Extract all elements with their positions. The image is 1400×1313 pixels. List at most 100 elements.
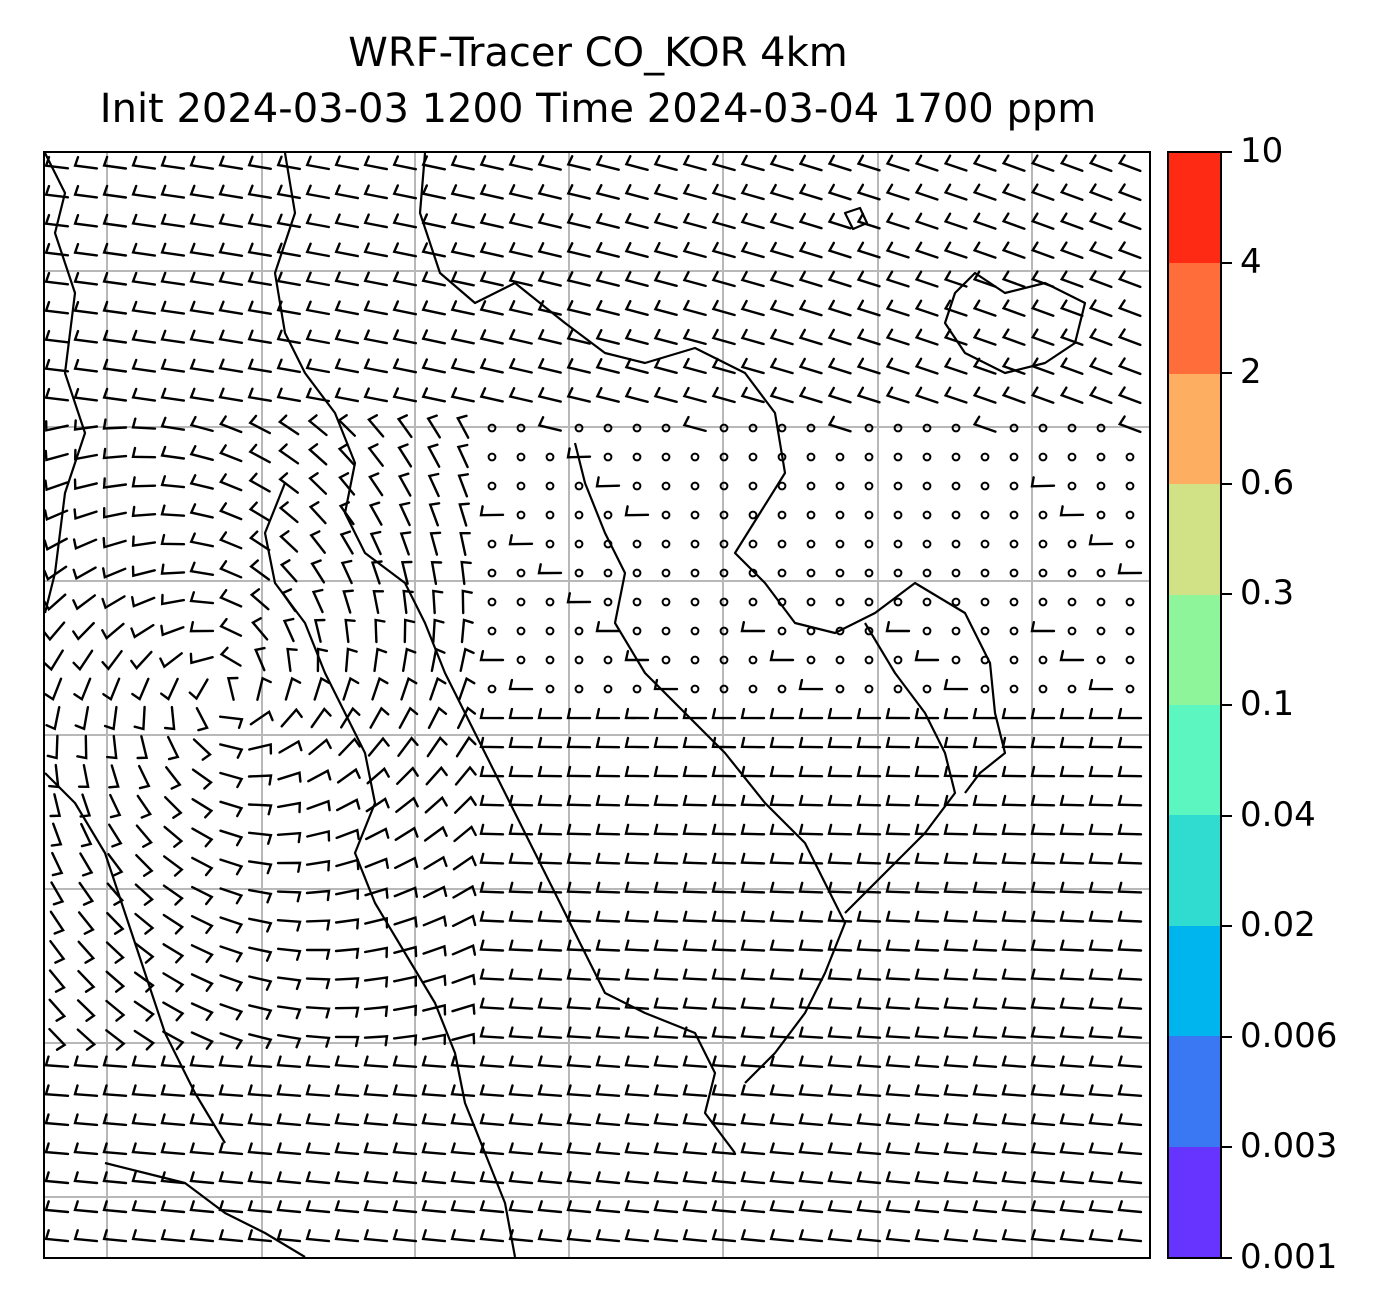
wind-barb [943, 386, 968, 404]
wind-barb [305, 889, 331, 902]
wind-barb [1088, 1113, 1114, 1127]
wind-barb [45, 300, 70, 315]
wind-barb [943, 736, 969, 749]
wind-barb [305, 300, 330, 316]
calm-wind-circle [632, 481, 642, 491]
wind-barb [798, 328, 823, 346]
wind-barb [595, 329, 620, 345]
wind-barb [943, 154, 968, 172]
wind-barb [248, 888, 273, 904]
wind-barb [711, 881, 737, 894]
wind-barb [48, 763, 60, 789]
wind-barb [219, 560, 243, 579]
wind-barb [479, 213, 504, 229]
wind-barb [740, 270, 765, 288]
wind-barb [682, 1229, 708, 1243]
calm-wind-circle [951, 481, 961, 491]
calm-wind-circle [980, 655, 990, 665]
wind-barb [682, 415, 707, 433]
wind-barb [1117, 299, 1142, 318]
wind-barb [189, 652, 214, 665]
wind-barb [972, 212, 997, 230]
wind-barb [336, 798, 361, 812]
wind-barb [1059, 241, 1084, 259]
wind-barb [595, 271, 620, 287]
wind-barb [189, 1142, 215, 1156]
wind-barb [827, 736, 853, 749]
calm-wind-circle [777, 568, 787, 578]
wind-barb [682, 881, 708, 894]
wind-barb [624, 155, 649, 171]
wind-barb [334, 358, 359, 374]
wind-barb [769, 1171, 795, 1185]
wind-barb [396, 414, 413, 439]
wind-barb [740, 154, 765, 172]
wind-barb [279, 530, 299, 553]
wind-barb [711, 823, 737, 836]
wind-barb [73, 358, 99, 373]
wind-barb [972, 1229, 998, 1243]
wind-barb [367, 443, 384, 467]
wind-barb [48, 998, 67, 1022]
wind-barb [131, 446, 157, 459]
wind-barb [247, 300, 272, 315]
wind-barb [160, 1055, 186, 1068]
calm-wind-circle [690, 539, 700, 549]
calm-wind-circle [864, 539, 874, 549]
wind-barb [247, 242, 272, 257]
wind-barb [305, 242, 330, 258]
wind-barb [454, 765, 477, 786]
wind-barb [508, 997, 534, 1010]
calm-wind-circle [1038, 684, 1048, 694]
colorbar-tick [1222, 261, 1232, 264]
calm-wind-circle [719, 568, 729, 578]
wind-barb [798, 212, 823, 230]
wind-barb [595, 968, 621, 981]
calm-wind-circle [864, 510, 874, 520]
wind-barb [740, 1026, 766, 1039]
wind-barb [769, 765, 795, 778]
calm-wind-circle [835, 539, 845, 549]
wind-barb [653, 852, 679, 865]
wind-barb [740, 881, 766, 894]
wind-barb [1117, 1084, 1143, 1097]
wind-barb [102, 155, 128, 170]
wind-barb [856, 212, 881, 230]
wind-barb [1088, 678, 1114, 691]
wind-barb [160, 593, 185, 606]
wind-barb [133, 1000, 155, 1022]
wind-barb [247, 860, 273, 875]
wind-barb [1059, 939, 1085, 952]
wind-barb [566, 242, 591, 258]
wind-barb [374, 618, 386, 644]
calm-wind-circle [719, 510, 729, 520]
wind-barb [1117, 563, 1143, 575]
wind-barb [131, 1055, 157, 1068]
wind-barb [1059, 1055, 1085, 1068]
wind-barb [1059, 212, 1084, 230]
wind-barb [740, 1113, 766, 1127]
wind-barb [914, 212, 939, 230]
calm-wind-circle [632, 452, 642, 462]
wind-barb [1059, 650, 1085, 662]
calm-wind-circle [922, 423, 932, 433]
wind-barb [393, 945, 418, 958]
wind-barb [769, 1026, 795, 1039]
colorbar-tick-label: 0.04 [1240, 794, 1316, 835]
wind-barb [1117, 997, 1143, 1010]
wind-barb [827, 212, 852, 230]
wind-barb [827, 328, 852, 346]
wind-barb [131, 184, 157, 199]
calm-wind-circle [951, 539, 961, 549]
wind-barb [308, 738, 332, 756]
wind-barb [653, 736, 679, 749]
wind-barb [189, 621, 215, 633]
calm-wind-circle [864, 423, 874, 433]
wind-barb [827, 299, 852, 317]
wind-barb [856, 328, 881, 346]
wind-barb [1117, 154, 1142, 173]
wind-barb [1117, 939, 1143, 952]
wind-barb [711, 1026, 737, 1039]
wind-barb [458, 676, 476, 701]
wind-barb [450, 1171, 476, 1185]
